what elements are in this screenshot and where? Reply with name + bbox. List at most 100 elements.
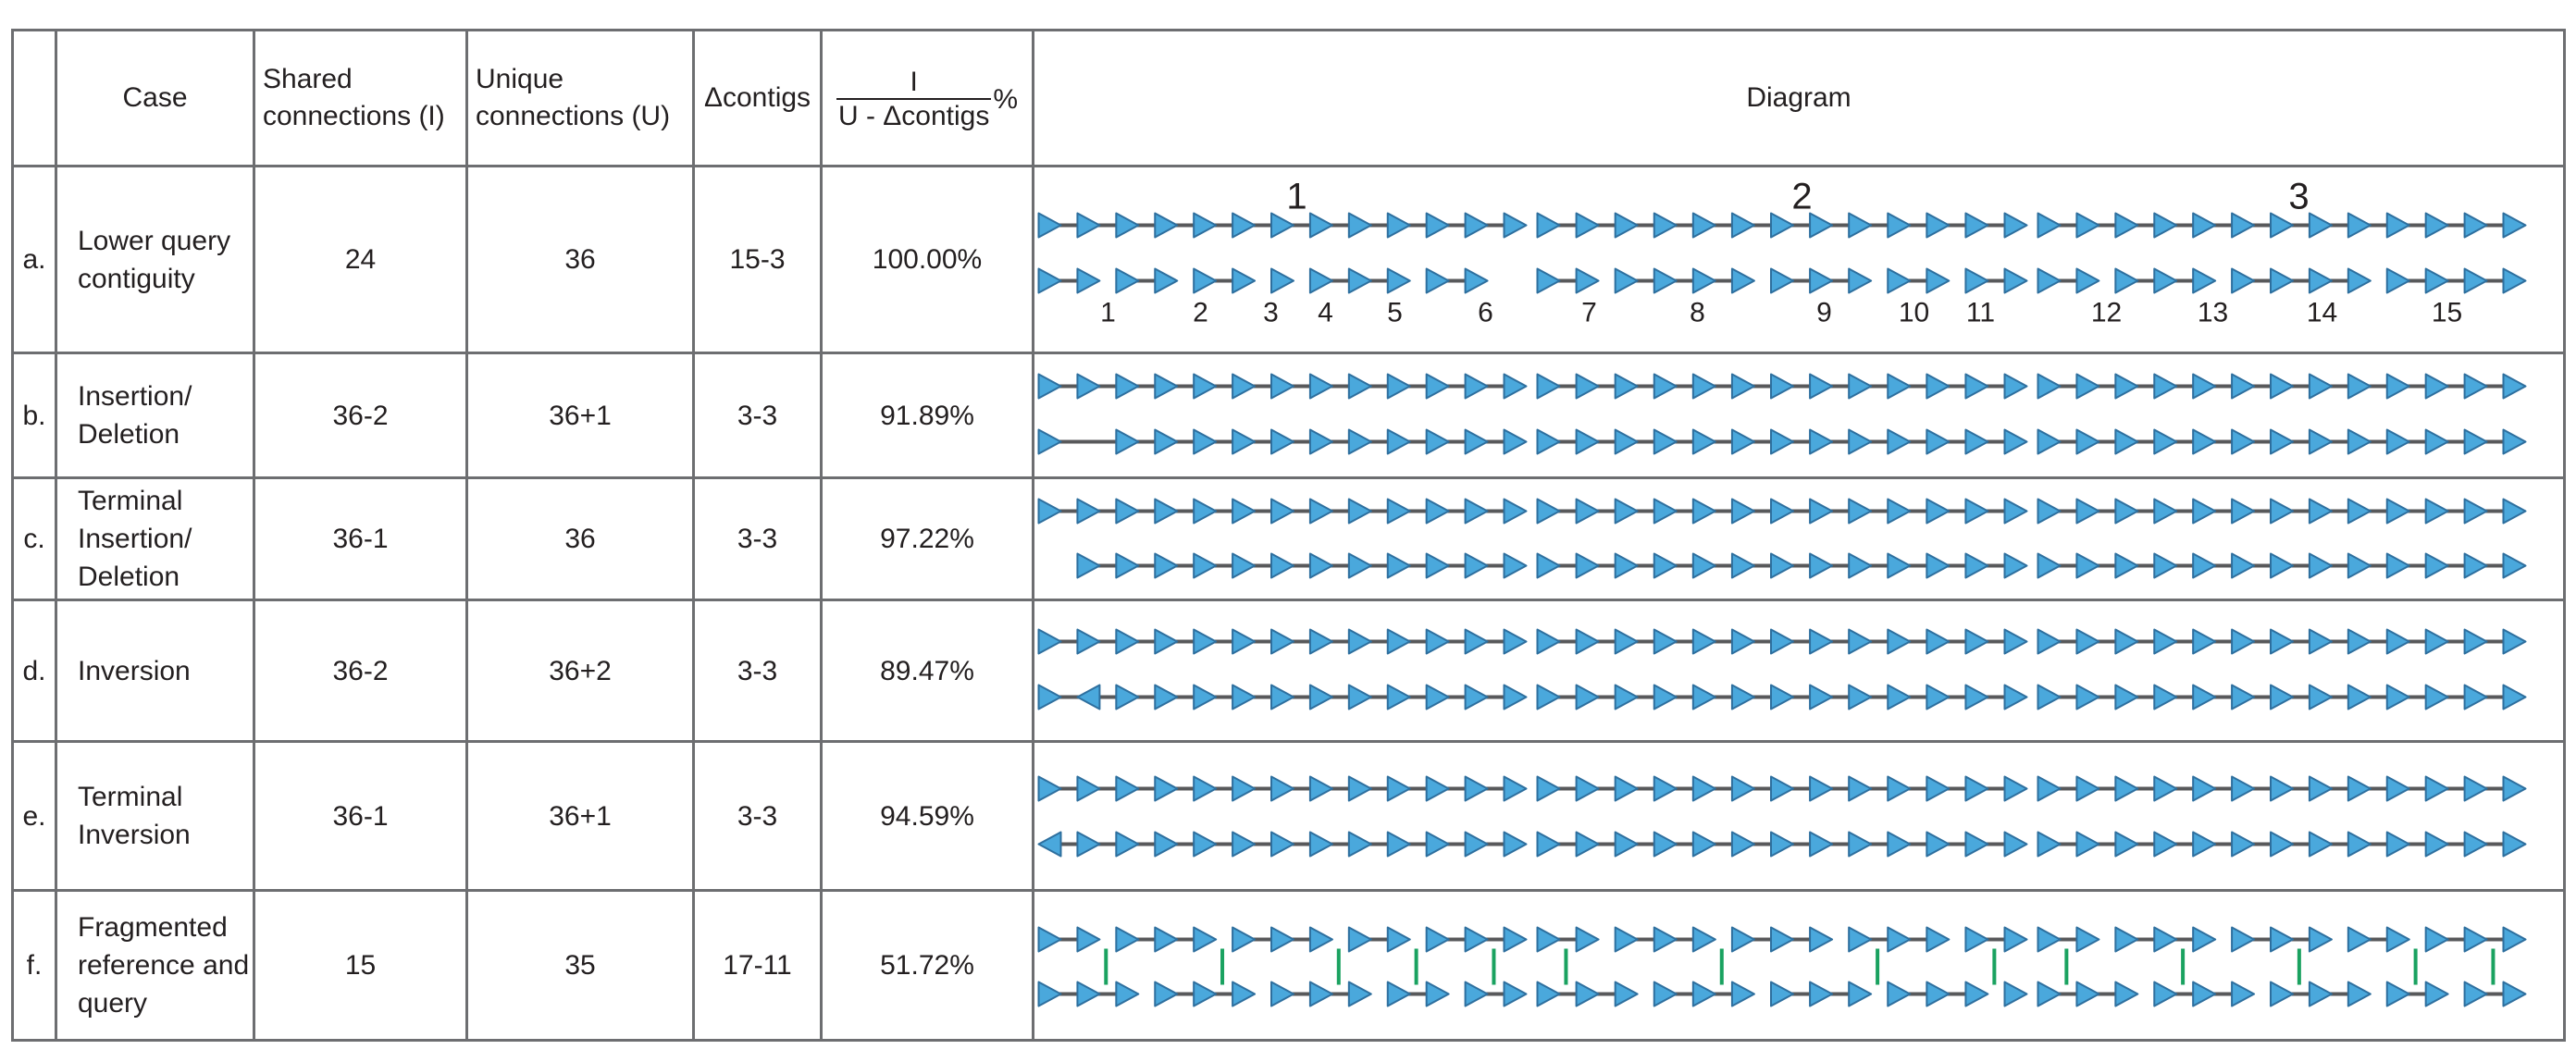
contig-arrow-icon xyxy=(1464,428,1489,455)
contig-arrow-icon xyxy=(2153,831,2178,858)
contig-arrow-icon xyxy=(1347,831,1372,858)
contig-arrow-icon xyxy=(2231,428,2256,455)
contig-arrow-icon xyxy=(1809,552,1834,579)
contig-number-label: 4 xyxy=(1318,298,1333,328)
contig-arrow-icon xyxy=(1347,267,1372,294)
contig-arrow-icon xyxy=(2308,373,2333,400)
contig-arrow-icon xyxy=(2424,628,2449,655)
contig-arrow-icon xyxy=(2037,212,2062,239)
contig-arrow-icon xyxy=(1076,267,1101,294)
contig-arrow-icon xyxy=(1425,373,1450,400)
contig-arrow-icon xyxy=(1115,498,1140,525)
contig-arrow-icon xyxy=(1809,212,1834,239)
contig-arrow-icon xyxy=(1964,212,1989,239)
contig-arrow-icon xyxy=(2424,926,2449,953)
contig-arrow-icon xyxy=(1270,498,1294,525)
contig-arrow-icon xyxy=(1964,373,1989,400)
contig-arrow-icon xyxy=(1232,267,1257,294)
contig-arrow-icon xyxy=(1037,498,1062,525)
contig-arrow-icon xyxy=(1193,267,1218,294)
contig-arrow-icon xyxy=(1848,831,1873,858)
contig-arrow-icon xyxy=(1730,775,1755,802)
contig-arrow-icon xyxy=(2114,552,2139,579)
ratio-percent-sign: % xyxy=(993,83,1019,115)
contig-arrow-icon xyxy=(2192,926,2217,953)
contig-arrow-icon xyxy=(1193,831,1218,858)
contig-arrow-icon xyxy=(2270,684,2294,710)
row-case: Insertion/ Deletion xyxy=(55,352,255,479)
contig-arrow-icon xyxy=(1691,428,1716,455)
contig-arrow-icon xyxy=(2037,831,2062,858)
table-row: e. Terminal Inversion 36-1 36+1 3-3 94.5… xyxy=(11,740,2566,892)
row-index: b. xyxy=(11,352,57,479)
row-diagram xyxy=(1032,740,2566,892)
contig-arrow-icon xyxy=(2192,775,2217,802)
contig-arrow-icon xyxy=(2270,552,2294,579)
contig-arrow-icon xyxy=(2463,831,2488,858)
contig-arrow-icon xyxy=(2114,926,2139,953)
contig-arrow-icon xyxy=(2347,498,2372,525)
contig-arrow-icon xyxy=(1848,552,1873,579)
contig-arrow-icon xyxy=(1887,212,1912,239)
contig-arrow-icon xyxy=(2075,498,2100,525)
contig-arrow-icon xyxy=(1770,212,1794,239)
contig-arrow-icon xyxy=(2003,267,2028,294)
contig-arrow-icon xyxy=(1464,981,1489,1007)
contig-arrow-icon xyxy=(1691,628,1716,655)
contig-arrow-icon xyxy=(2003,212,2028,239)
contig-arrow-icon xyxy=(2114,684,2139,710)
contig-arrow-icon xyxy=(1848,373,1873,400)
contig-arrow-icon xyxy=(1503,628,1528,655)
contig-arrow-icon xyxy=(2153,373,2178,400)
contig-arrow-icon xyxy=(2114,831,2139,858)
contig-arrow-icon xyxy=(1575,628,1600,655)
contig-arrow-icon xyxy=(1926,926,1951,953)
contig-arrow-icon xyxy=(1347,212,1372,239)
contig-arrow-icon xyxy=(1575,267,1600,294)
contig-arrow-icon xyxy=(1154,212,1179,239)
contig-arrow-icon xyxy=(2308,684,2333,710)
contig-arrow-icon xyxy=(2347,552,2372,579)
contig-arrow-icon xyxy=(2075,831,2100,858)
contig-arrow-icon xyxy=(1536,831,1561,858)
row-ratio: 51.72% xyxy=(820,889,1034,1042)
contig-arrow-icon xyxy=(1848,775,1873,802)
contig-arrow-icon xyxy=(1575,552,1600,579)
contig-arrow-icon xyxy=(2153,267,2178,294)
contig-arrow-icon xyxy=(2463,212,2488,239)
contig-arrow-icon xyxy=(2385,628,2410,655)
table-row: a. Lower query contiguity 24 36 15-3 100… xyxy=(11,165,2566,354)
contig-arrow-icon xyxy=(1193,212,1218,239)
contig-arrow-icon xyxy=(1614,373,1639,400)
contig-arrow-icon xyxy=(2075,981,2100,1007)
contig-arrow-icon xyxy=(1691,981,1716,1007)
contig-number-label: 3 xyxy=(1263,298,1279,328)
contig-arrow-icon xyxy=(1848,628,1873,655)
contig-arrow-icon xyxy=(1386,498,1411,525)
contig-arrow-icon xyxy=(2075,212,2100,239)
contig-arrow-icon xyxy=(1347,981,1372,1007)
contig-arrow-icon xyxy=(2114,498,2139,525)
contig-arrow-icon xyxy=(1536,373,1561,400)
contig-arrow-icon xyxy=(2463,428,2488,455)
contig-arrow-icon xyxy=(1653,498,1678,525)
contig-arrow-icon xyxy=(1270,831,1294,858)
contig-arrow-icon xyxy=(2270,267,2294,294)
contig-arrow-icon xyxy=(1037,267,1062,294)
row-delta: 3-3 xyxy=(692,476,823,601)
contig-arrow-icon xyxy=(2308,428,2333,455)
contig-arrow-icon xyxy=(1270,981,1294,1007)
contig-arrow-icon xyxy=(2192,212,2217,239)
contig-arrow-icon xyxy=(1308,926,1333,953)
contig-arrow-icon xyxy=(2231,552,2256,579)
contig-arrow-icon xyxy=(1154,267,1179,294)
contig-number-label: 7 xyxy=(1581,298,1597,328)
contig-arrow-icon xyxy=(2075,775,2100,802)
contig-arrow-icon xyxy=(1232,926,1257,953)
header-case: Case xyxy=(55,29,255,167)
row-ratio: 89.47% xyxy=(820,599,1034,743)
contig-arrow-icon xyxy=(1154,552,1179,579)
contig-arrow-icon xyxy=(1809,684,1834,710)
contig-arrow-icon xyxy=(1425,267,1450,294)
contig-arrow-icon xyxy=(2424,212,2449,239)
